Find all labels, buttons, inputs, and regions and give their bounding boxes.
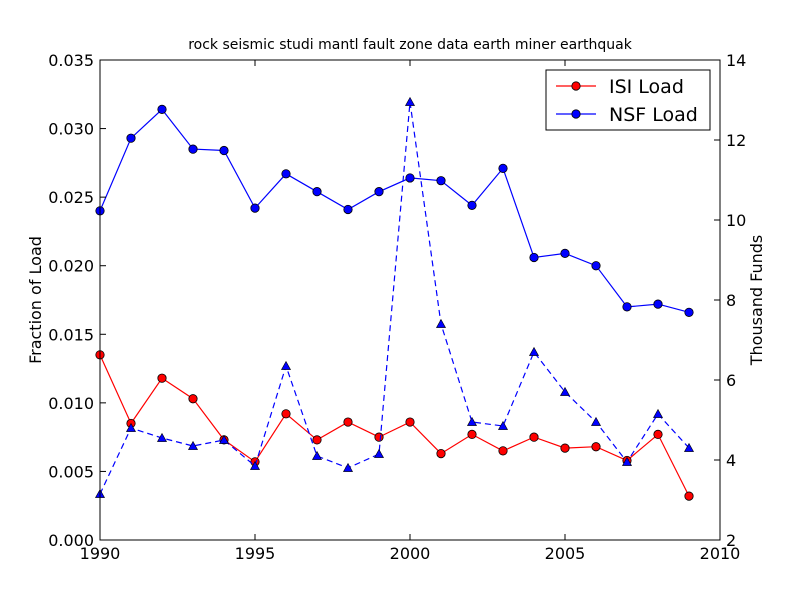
isi-load-point bbox=[312, 435, 322, 445]
isi-load-point bbox=[467, 429, 477, 439]
chart-title: rock seismic studi mantl fault zone data… bbox=[188, 37, 633, 53]
y-tick-label: 0.035 bbox=[48, 51, 94, 70]
nsf-funds-point bbox=[187, 440, 199, 450]
nsf-funds-point bbox=[559, 386, 571, 396]
x-tick-label: 2000 bbox=[390, 544, 431, 563]
nsf-load-point bbox=[405, 173, 415, 183]
y2-tick-label: 2 bbox=[726, 531, 736, 550]
nsf-load-point bbox=[498, 163, 508, 173]
legend-box bbox=[545, 69, 711, 131]
isi-load-point bbox=[157, 373, 167, 383]
nsf-funds-point bbox=[621, 456, 633, 466]
isi-load-point bbox=[591, 442, 601, 452]
nsf-load-point bbox=[188, 144, 198, 154]
legend-label: NSF Load bbox=[609, 104, 698, 126]
nsf-funds-point bbox=[435, 318, 447, 328]
isi-load-point bbox=[188, 394, 198, 404]
nsf-load-point bbox=[312, 187, 322, 197]
legend-swatch-marker bbox=[571, 109, 581, 119]
nsf-load-point bbox=[219, 145, 229, 156]
nsf-load-point bbox=[374, 187, 384, 197]
legend-swatch-marker bbox=[571, 81, 581, 91]
nsf-load-point bbox=[436, 176, 446, 186]
nsf-load-point bbox=[250, 203, 260, 213]
y2-tick-label: 6 bbox=[726, 371, 736, 390]
nsf-funds-point bbox=[590, 416, 602, 426]
isi-load-line bbox=[99, 354, 690, 497]
nsf-load-point bbox=[591, 261, 601, 271]
isi-load-point bbox=[684, 491, 694, 501]
y-tick-label: 0.015 bbox=[48, 325, 94, 344]
nsf-funds-point bbox=[311, 450, 323, 460]
isi-load-point bbox=[560, 443, 570, 453]
nsf-funds-line bbox=[99, 101, 690, 495]
y2-tick-label: 12 bbox=[726, 131, 746, 150]
nsf-funds-point bbox=[683, 442, 695, 452]
y-tick-label: 0.000 bbox=[48, 531, 94, 550]
nsf-funds-point bbox=[280, 360, 292, 370]
ticks: 1990 1995 2000 2005 2010 0.000 0.005 0.010 0.015… bbox=[48, 51, 746, 563]
nsf-funds-point bbox=[125, 422, 137, 432]
x-tick-label: 2005 bbox=[545, 544, 586, 563]
x-tick-label: 1990 bbox=[80, 544, 121, 563]
isi-load-point bbox=[374, 432, 384, 442]
nsf-load-point bbox=[343, 204, 353, 215]
y-tick-label: 0.010 bbox=[48, 394, 94, 413]
x-tick-label: 2010 bbox=[700, 544, 741, 563]
y2-axis-title: Thousand Funds bbox=[747, 235, 766, 366]
y-tick-label: 0.020 bbox=[48, 257, 94, 276]
nsf-funds-point bbox=[404, 96, 416, 106]
y2-tick-label: 14 bbox=[726, 51, 746, 70]
y-tick-label: 0.025 bbox=[48, 188, 94, 207]
isi-load-point bbox=[529, 432, 539, 442]
nsf-load-point bbox=[281, 169, 291, 179]
nsf-funds-point bbox=[497, 420, 509, 430]
nsf-load-point bbox=[560, 248, 570, 258]
y-tick-label: 0.030 bbox=[48, 120, 94, 139]
nsf-funds-point bbox=[466, 416, 478, 426]
y2-tick-label: 10 bbox=[726, 211, 746, 230]
nsf-load-point bbox=[529, 252, 539, 263]
nsf-load-line bbox=[99, 108, 690, 313]
isi-load-point bbox=[405, 417, 415, 427]
nsf-funds-point bbox=[652, 408, 664, 418]
isi-load-point bbox=[653, 429, 663, 439]
nsf-funds-point bbox=[156, 432, 168, 442]
nsf-funds-point bbox=[528, 346, 540, 356]
nsf-load-point bbox=[157, 104, 167, 114]
x-tick-label: 1995 bbox=[235, 544, 276, 563]
nsf-load-point bbox=[126, 133, 136, 143]
nsf-funds-point bbox=[218, 434, 230, 444]
nsf-load-point bbox=[653, 299, 663, 309]
y2-tick-label: 4 bbox=[726, 451, 736, 470]
y-axis-title: Fraction of Load bbox=[26, 236, 45, 364]
isi-load-point bbox=[281, 409, 291, 419]
nsf-load-point bbox=[467, 200, 477, 210]
legend-label: ISI Load bbox=[609, 76, 684, 98]
isi-load-point bbox=[436, 448, 446, 459]
y2-tick-label: 8 bbox=[726, 291, 736, 310]
isi-load-point bbox=[343, 417, 353, 427]
nsf-funds-point bbox=[373, 448, 385, 458]
isi-load-point bbox=[498, 446, 508, 456]
plot-area bbox=[94, 96, 695, 501]
nsf-load-point bbox=[622, 302, 632, 312]
legend: ISI Load NSF Load bbox=[545, 69, 711, 131]
y-tick-label: 0.005 bbox=[48, 462, 94, 481]
nsf-load-point bbox=[684, 307, 694, 317]
nsf-funds-point bbox=[249, 460, 261, 470]
nsf-funds-point bbox=[342, 462, 354, 472]
